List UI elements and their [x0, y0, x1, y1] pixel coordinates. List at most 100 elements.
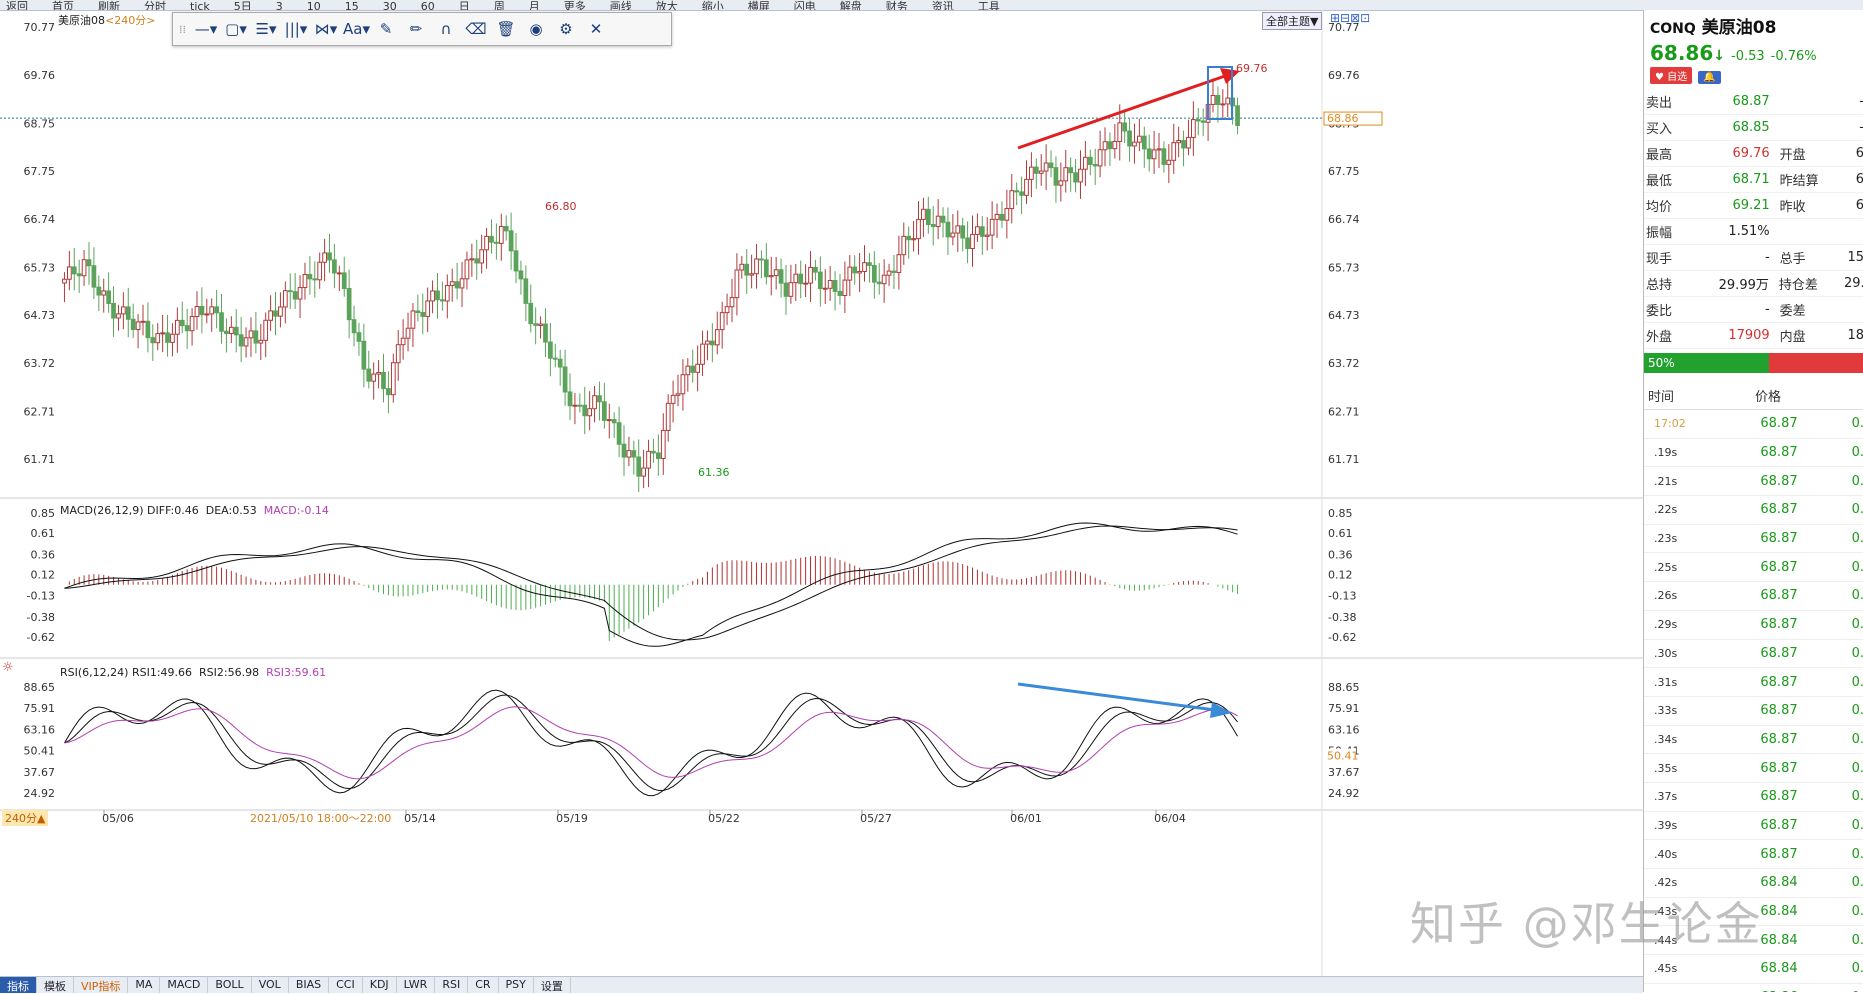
- tick-row[interactable]: .29s 68.87 0.: [1644, 611, 1863, 640]
- top-menu-item[interactable]: 更多: [563, 0, 586, 11]
- line-tool-icon[interactable]: —▾: [194, 20, 218, 38]
- top-menu-item[interactable]: 日: [458, 0, 470, 11]
- indicator-tab[interactable]: 指标: [0, 977, 37, 993]
- tick-row[interactable]: .39s 68.87 0.: [1644, 812, 1863, 841]
- macd-tick-left: 0.36: [31, 548, 56, 561]
- tick-row[interactable]: .26s 68.87 0.: [1644, 582, 1863, 611]
- tick-row[interactable]: .44s 68.84 0.: [1644, 926, 1863, 956]
- pattern-tool-icon[interactable]: ⋈▾: [314, 20, 338, 38]
- top-menu-item[interactable]: 10: [306, 0, 321, 11]
- candle-body: [91, 265, 97, 288]
- indicator-tab[interactable]: PSY: [499, 977, 534, 993]
- toolbar-grip-icon[interactable]: ⁞⁞: [179, 22, 186, 36]
- tick-row[interactable]: .31s 68.87 0.: [1644, 668, 1863, 697]
- top-menu-item[interactable]: 60: [420, 0, 435, 11]
- magnet-tool-icon[interactable]: ∩: [440, 20, 452, 38]
- tick-row[interactable]: .50s68.860.: [1644, 984, 1863, 992]
- period-tag[interactable]: 240分▲: [2, 810, 49, 826]
- tick-row[interactable]: .25s 68.87 0.: [1644, 553, 1863, 583]
- top-menu-item[interactable]: 月: [528, 0, 540, 11]
- tick-row[interactable]: .43s 68.84 0.: [1644, 898, 1863, 927]
- rsi-tick-right: 37.67: [1328, 766, 1360, 779]
- candle-body: [852, 266, 858, 274]
- ruler-tool-icon[interactable]: ✎: [379, 20, 393, 38]
- indicator-tab[interactable]: CR: [468, 977, 499, 993]
- indicator-tab[interactable]: 模板: [37, 977, 74, 993]
- top-menu-item[interactable]: 解盘: [839, 0, 862, 11]
- rsi-settings-icon[interactable]: ☼: [2, 660, 14, 675]
- tick-row[interactable]: .22s 68.87 0.: [1644, 496, 1863, 525]
- candle-body: [763, 259, 769, 278]
- eraser-tool-icon[interactable]: ⌫: [465, 20, 487, 38]
- candle-body: [66, 266, 72, 280]
- candle-body: [552, 357, 558, 360]
- tick-table[interactable]: 17:02 68.87 0. .19s 68.87 0. .21s 68.87 0. .22s 68…: [1644, 410, 1863, 992]
- indicator-tab[interactable]: 设置: [534, 977, 571, 993]
- top-menu-item[interactable]: tick: [190, 0, 210, 11]
- top-menu-item[interactable]: 放大: [655, 0, 678, 11]
- top-menu-item[interactable]: 资讯: [931, 0, 954, 11]
- top-menu-item[interactable]: 分时: [144, 0, 166, 11]
- rsi-legend: RSI(6,12,24) RSI1:49.66 RSI2:56.98 RSI3:…: [60, 666, 327, 679]
- tick-row[interactable]: .37s 68.87 0.: [1644, 783, 1863, 812]
- tick-row[interactable]: .33s 68.87 0.: [1644, 697, 1863, 726]
- tick-row[interactable]: 17:02 68.87 0.: [1644, 410, 1863, 439]
- indicator-tab[interactable]: MA: [128, 977, 161, 993]
- tick-time: .43s: [1654, 905, 1678, 919]
- top-menu-item[interactable]: 周: [493, 0, 505, 11]
- candle-body: [209, 306, 215, 315]
- top-menu-item[interactable]: 工具: [977, 0, 1000, 11]
- top-menu-item[interactable]: 刷新: [98, 0, 120, 11]
- tick-row[interactable]: .40s 68.87 0.: [1644, 840, 1863, 869]
- top-menu-item[interactable]: 3: [275, 0, 283, 11]
- top-menu-item[interactable]: 财务: [885, 0, 908, 11]
- top-menu-item[interactable]: 返回: [6, 0, 28, 11]
- candle-body: [606, 419, 612, 422]
- top-menu-item[interactable]: 首页: [52, 0, 74, 11]
- rsi-tick-left: 63.16: [24, 723, 56, 736]
- top-menu-item[interactable]: 15: [344, 0, 359, 11]
- tick-row[interactable]: .21s 68.87 0.: [1644, 467, 1863, 497]
- bell-icon[interactable]: 🔔: [1698, 71, 1721, 84]
- cycle-tool-icon[interactable]: |||▾: [284, 20, 308, 38]
- indicator-tab[interactable]: BIAS: [289, 977, 330, 993]
- kline-chart-svg[interactable]: 70.7770.7769.7669.7668.7568.7567.7567.75…: [0, 10, 1643, 982]
- indicator-tab[interactable]: MACD: [160, 977, 209, 993]
- top-menu-item[interactable]: 画线: [609, 0, 632, 11]
- fib-tool-icon[interactable]: ☰▾: [255, 20, 277, 38]
- tick-row[interactable]: .42s 68.84 0.: [1644, 869, 1863, 898]
- tick-row[interactable]: .30s 68.87 0.: [1644, 640, 1863, 669]
- chart-area[interactable]: 70.7770.7769.7669.7668.7568.7567.7567.75…: [0, 10, 1643, 982]
- tick-volume: 0.: [1851, 961, 1863, 977]
- indicator-tab[interactable]: VIP指标: [74, 977, 129, 993]
- shape-tool-icon[interactable]: ▢▾: [225, 20, 247, 38]
- top-menu-item[interactable]: 5日: [233, 0, 252, 11]
- tick-row[interactable]: .23s 68.87 0.: [1644, 525, 1863, 554]
- indicator-tab[interactable]: LWR: [397, 977, 436, 993]
- indicator-tab[interactable]: VOL: [252, 977, 289, 993]
- layout-icons[interactable]: ⊞⊟⊠⊡: [1330, 11, 1371, 25]
- indicator-tab[interactable]: BOLL: [208, 977, 252, 993]
- indicator-tab[interactable]: RSI: [435, 977, 469, 993]
- eye-tool-icon[interactable]: ◉: [529, 20, 543, 38]
- tick-row[interactable]: .45s 68.84 0.: [1644, 955, 1863, 984]
- trash-tool-icon[interactable]: 🗑: [496, 20, 516, 38]
- tick-row[interactable]: .35s 68.87 0.: [1644, 754, 1863, 783]
- watchlist-button[interactable]: ♥ 自选: [1650, 67, 1693, 84]
- close-tool-icon[interactable]: ✕: [589, 20, 603, 38]
- pencil-tool-icon[interactable]: ✏: [409, 20, 423, 38]
- indicator-tab[interactable]: KDJ: [363, 977, 397, 993]
- text-tool-icon[interactable]: Aa▾: [343, 20, 370, 38]
- top-menu-item[interactable]: 30: [382, 0, 397, 11]
- tick-row[interactable]: .19s 68.87 0.: [1644, 439, 1863, 468]
- candle-body: [1087, 156, 1093, 165]
- top-menu-item[interactable]: 缩小: [701, 0, 724, 11]
- settings-tool-icon[interactable]: ⚙: [559, 20, 573, 38]
- tick-row[interactable]: .34s 68.87 0.: [1644, 726, 1863, 755]
- top-menu-item[interactable]: 闪电: [793, 0, 816, 11]
- top-menu-item[interactable]: 横屏: [747, 0, 770, 11]
- theme-button[interactable]: 全部主题▼: [1262, 12, 1323, 30]
- candle-body: [572, 404, 578, 407]
- indicator-tab[interactable]: CCI: [329, 977, 363, 993]
